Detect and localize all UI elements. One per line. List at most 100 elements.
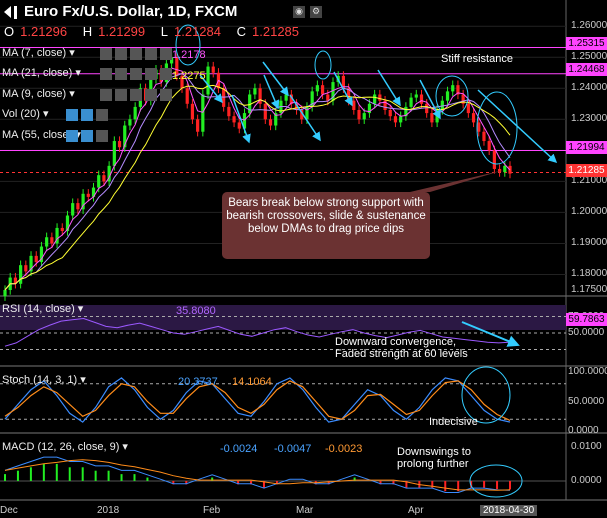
- candle-body: [258, 88, 262, 104]
- rsi-note-line1: Downward convergence,: [335, 336, 457, 348]
- settings-icon[interactable]: [81, 109, 93, 121]
- indicator-ma21[interactable]: MA (21, close) ▾: [2, 67, 81, 79]
- candle-body: [289, 94, 293, 104]
- close-icon[interactable]: [160, 48, 172, 60]
- candle-body: [206, 66, 210, 95]
- close-icon[interactable]: [160, 68, 172, 80]
- candle-body: [399, 116, 403, 123]
- lock-icon[interactable]: [145, 89, 157, 101]
- candle-body: [466, 103, 470, 114]
- macd-signal-value: -0.0047: [274, 443, 312, 455]
- style-icon[interactable]: [130, 68, 142, 80]
- eye-icon[interactable]: [100, 68, 112, 80]
- candle-body: [227, 106, 231, 117]
- macd-highlight-ellipse: [469, 464, 523, 498]
- indicator-ma9[interactable]: MA (9, close) ▾: [2, 88, 75, 100]
- settings-icon[interactable]: [115, 89, 127, 101]
- candle-body: [456, 85, 460, 95]
- candle-body: [196, 119, 200, 132]
- indicator-ma7[interactable]: MA (7, close) ▾: [2, 47, 75, 59]
- price-tick-label: 1.17500: [571, 284, 607, 295]
- candle-body: [461, 94, 465, 104]
- candle-body: [19, 265, 23, 284]
- stoch-tick-label: 0.0000: [568, 425, 599, 436]
- candle-body: [315, 85, 319, 92]
- stoch-label[interactable]: Stoch (14, 3, 1) ▾: [2, 374, 86, 386]
- time-tick-label: 2018-04-30: [480, 505, 538, 516]
- candle-body: [294, 103, 299, 110]
- candle-body: [341, 75, 346, 89]
- ohlc-low: L 1.21284: [160, 24, 221, 39]
- stoch-k-value: 20.3737: [178, 376, 218, 388]
- indicator-vol20[interactable]: Vol (20) ▾: [2, 108, 49, 120]
- candle-body: [430, 113, 434, 123]
- macd-note-line2: prolong further: [397, 458, 469, 470]
- candle-body: [24, 265, 28, 272]
- candle-body: [211, 66, 215, 73]
- indicator-ma55[interactable]: MA (55, close) ▾: [2, 129, 81, 141]
- collapse-icon[interactable]: [4, 6, 11, 18]
- candle-body: [451, 85, 455, 92]
- time-tick-label: Apr: [408, 505, 424, 516]
- settings-icon[interactable]: [81, 130, 93, 142]
- settings-icon[interactable]: [115, 68, 127, 80]
- trend-arrow: [289, 94, 321, 142]
- eye-icon[interactable]: [66, 130, 78, 142]
- candle-body: [274, 113, 278, 126]
- candle-body: [326, 94, 330, 101]
- price-tick-label: 1.19000: [571, 237, 607, 249]
- candle-body: [81, 193, 85, 210]
- chart-title[interactable]: Euro Fx/U.S. Dollar, 1D, FXCM: [24, 3, 238, 20]
- trend-arrow: [419, 79, 441, 120]
- candle-body: [39, 246, 44, 263]
- candle-body: [477, 122, 481, 132]
- eye-icon[interactable]: ◉: [293, 6, 305, 18]
- style-icon[interactable]: [130, 48, 142, 60]
- candle-body: [65, 215, 70, 232]
- candle-body: [190, 103, 195, 120]
- candle-body: [482, 131, 486, 142]
- candle-body: [425, 103, 429, 114]
- candle-body: [185, 88, 189, 104]
- candle-body: [331, 82, 335, 101]
- candle-body: [76, 203, 80, 210]
- ohlc-readout: O 1.21296 H 1.21299 L 1.21284 C 1.21285: [4, 24, 311, 39]
- macd-label[interactable]: MACD (12, 26, close, 9) ▾: [2, 441, 128, 453]
- close-icon[interactable]: [96, 130, 108, 142]
- candle-body: [242, 113, 247, 129]
- stoch-tick-label: 50.0000: [568, 395, 605, 407]
- candle-body: [97, 175, 101, 188]
- stoch-highlight-ellipse: [461, 366, 511, 424]
- ma7-value: 1.2178: [172, 49, 206, 61]
- macd-line: [4, 456, 511, 493]
- rsi-label[interactable]: RSI (14, close) ▾: [2, 303, 84, 315]
- analysis-callout: Bears break below strong support with be…: [222, 192, 430, 259]
- close-icon[interactable]: [96, 109, 108, 121]
- symbol-flag-icon: [14, 6, 17, 19]
- candle-body: [367, 103, 372, 114]
- style-icon[interactable]: [130, 89, 142, 101]
- settings-icon[interactable]: [115, 48, 127, 60]
- price-tick-label: 1.20000: [571, 206, 607, 218]
- candle-body: [180, 75, 184, 89]
- candle-body: [284, 94, 288, 101]
- candle-body: [128, 119, 132, 126]
- settings-icon[interactable]: ⚙: [310, 6, 322, 18]
- eye-icon[interactable]: [100, 89, 112, 101]
- candle-body: [383, 100, 387, 110]
- candle-body: [503, 165, 507, 173]
- candle-body: [497, 168, 502, 173]
- lock-icon[interactable]: [145, 48, 157, 60]
- candle-body: [414, 94, 418, 98]
- candle-body: [34, 255, 38, 263]
- close-icon[interactable]: [160, 89, 172, 101]
- ma9-line: [4, 73, 511, 291]
- candle-body: [320, 85, 325, 95]
- ohlc-high: H 1.21299: [82, 24, 146, 39]
- lock-icon[interactable]: [145, 68, 157, 80]
- eye-icon[interactable]: [100, 48, 112, 60]
- trend-arrow: [199, 74, 223, 104]
- eye-icon[interactable]: [66, 109, 78, 121]
- highlight-ellipse: [175, 24, 201, 66]
